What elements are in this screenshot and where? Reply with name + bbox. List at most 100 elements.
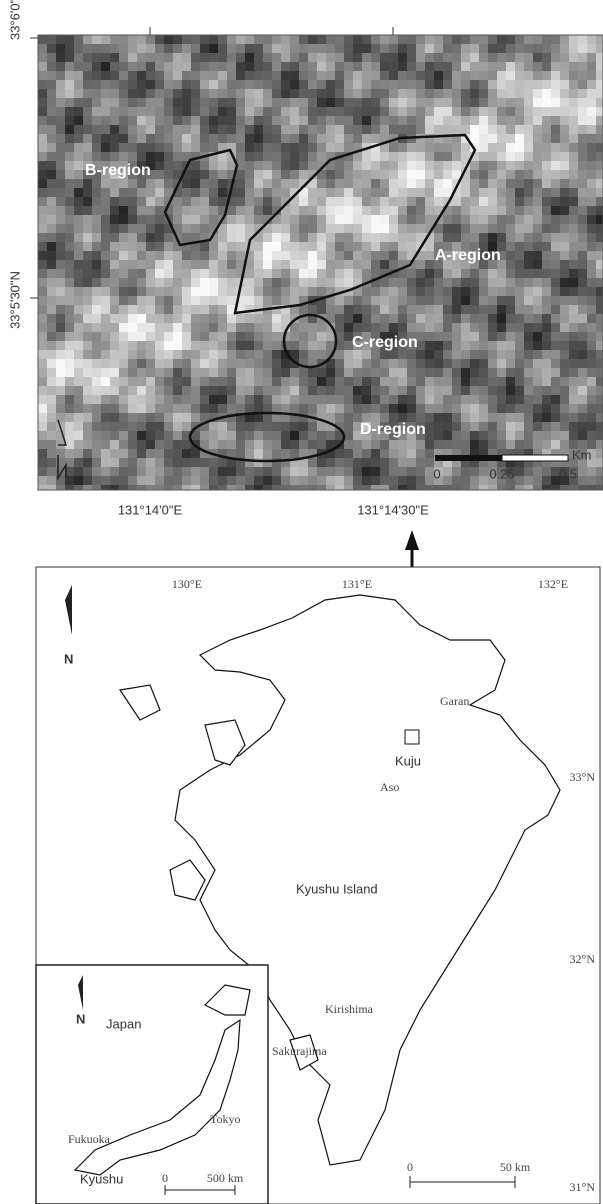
image-pixel	[596, 188, 603, 197]
image-pixel	[308, 107, 317, 116]
image-pixel	[254, 341, 263, 350]
image-pixel	[578, 116, 587, 125]
image-pixel	[389, 161, 398, 170]
image-pixel	[497, 143, 506, 152]
image-pixel	[227, 386, 236, 395]
image-pixel	[407, 368, 416, 377]
image-pixel	[182, 422, 191, 431]
image-pixel	[398, 161, 407, 170]
image-pixel	[155, 206, 164, 215]
image-pixel	[254, 98, 263, 107]
image-pixel	[434, 53, 443, 62]
image-pixel	[389, 296, 398, 305]
image-pixel	[596, 422, 603, 431]
image-pixel	[416, 80, 425, 89]
image-pixel	[407, 116, 416, 125]
image-pixel	[200, 269, 209, 278]
image-pixel	[335, 71, 344, 80]
image-pixel	[506, 422, 515, 431]
image-pixel	[137, 134, 146, 143]
image-pixel	[587, 386, 596, 395]
image-pixel	[146, 134, 155, 143]
image-pixel	[371, 53, 380, 62]
image-pixel	[137, 368, 146, 377]
image-pixel	[362, 71, 371, 80]
image-pixel	[227, 440, 236, 449]
image-pixel	[182, 485, 191, 490]
image-pixel	[497, 323, 506, 332]
image-pixel	[551, 440, 560, 449]
image-pixel	[560, 305, 569, 314]
image-pixel	[38, 62, 47, 71]
image-pixel	[101, 44, 110, 53]
image-pixel	[353, 197, 362, 206]
image-pixel	[236, 107, 245, 116]
image-pixel	[110, 107, 119, 116]
image-pixel	[596, 287, 603, 296]
image-pixel	[74, 404, 83, 413]
image-pixel	[299, 134, 308, 143]
image-pixel	[515, 125, 524, 134]
figure: A-region B-region C-region D-region 0 0.…	[0, 0, 603, 1204]
image-pixel	[515, 116, 524, 125]
image-pixel	[38, 350, 47, 359]
image-pixel	[380, 449, 389, 458]
image-pixel	[218, 269, 227, 278]
image-pixel	[488, 287, 497, 296]
image-pixel	[587, 467, 596, 476]
image-pixel	[389, 476, 398, 485]
image-pixel	[92, 323, 101, 332]
image-pixel	[506, 332, 515, 341]
image-pixel	[74, 152, 83, 161]
place-label: Kyushu	[80, 1171, 123, 1186]
image-pixel	[524, 269, 533, 278]
image-pixel	[578, 377, 587, 386]
image-pixel	[551, 305, 560, 314]
image-pixel	[38, 179, 47, 188]
image-pixel	[587, 278, 596, 287]
image-pixel	[353, 170, 362, 179]
image-pixel	[569, 206, 578, 215]
image-pixel	[533, 260, 542, 269]
image-pixel	[488, 278, 497, 287]
image-pixel	[515, 89, 524, 98]
image-pixel	[587, 341, 596, 350]
image-pixel	[524, 323, 533, 332]
image-pixel	[326, 476, 335, 485]
image-pixel	[263, 431, 272, 440]
image-pixel	[326, 440, 335, 449]
image-pixel	[506, 215, 515, 224]
image-pixel	[533, 116, 542, 125]
image-pixel	[200, 98, 209, 107]
image-pixel	[83, 107, 92, 116]
image-pixel	[551, 413, 560, 422]
image-pixel	[416, 278, 425, 287]
image-pixel	[38, 287, 47, 296]
image-pixel	[128, 377, 137, 386]
image-pixel	[119, 485, 128, 490]
image-pixel	[497, 89, 506, 98]
image-pixel	[65, 422, 74, 431]
image-pixel	[533, 476, 542, 485]
image-pixel	[380, 125, 389, 134]
image-pixel	[416, 116, 425, 125]
image-pixel	[362, 314, 371, 323]
image-pixel	[326, 125, 335, 134]
image-pixel	[560, 233, 569, 242]
image-pixel	[551, 53, 560, 62]
image-pixel	[371, 179, 380, 188]
image-pixel	[182, 377, 191, 386]
image-pixel	[425, 341, 434, 350]
image-pixel	[542, 287, 551, 296]
image-pixel	[137, 377, 146, 386]
image-pixel	[119, 206, 128, 215]
image-pixel	[47, 98, 56, 107]
image-pixel	[425, 116, 434, 125]
image-pixel	[74, 206, 83, 215]
image-pixel	[155, 296, 164, 305]
image-pixel	[200, 287, 209, 296]
image-pixel	[398, 179, 407, 188]
image-pixel	[101, 278, 110, 287]
image-pixel	[191, 134, 200, 143]
image-pixel	[389, 53, 398, 62]
